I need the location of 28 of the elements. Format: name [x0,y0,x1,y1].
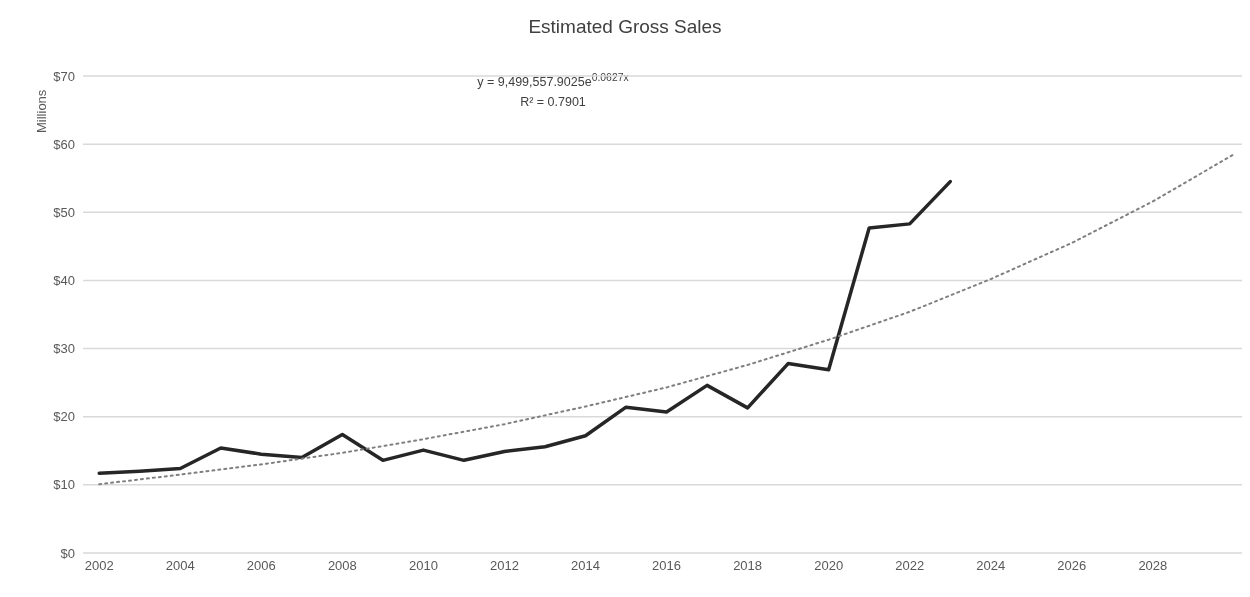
x-tick-label: 2010 [408,558,438,574]
line-series [98,153,1235,486]
y-tick-label: $40 [53,273,75,289]
x-tick-label: 2008 [327,558,357,574]
y-tick-label: $0 [60,545,75,561]
y-tick-label: $70 [53,68,75,84]
annotation: y = 9,499,557.9025e$^{0.0627x}$ [476,71,630,92]
x-tick-label: 2024 [976,558,1006,574]
y-axis-title: Millions [34,89,49,133]
annotation: R² = 0.7901 [519,94,587,112]
x-tick-label: 2004 [165,558,195,574]
x-tick-label: 2006 [246,558,276,574]
y-tick-label: $20 [53,409,75,425]
x-tick-label: 2022 [895,558,925,574]
x-tick-label: 2012 [489,558,519,574]
y-tick-label: $60 [53,136,75,152]
y-tick-label: $10 [53,477,75,493]
line-series [97,179,952,476]
x-tick-label: 2028 [1138,558,1168,574]
x-tick-label: 2026 [1057,558,1087,574]
chart-title: Estimated Gross Sales [527,16,723,38]
x-tick-label: 2002 [84,558,114,574]
y-tick-label: $30 [53,341,75,357]
y-tick-label: $50 [53,204,75,220]
x-tick-label: 2014 [571,558,600,574]
x-tick-label: 2018 [733,558,763,574]
x-tick-label: 2020 [814,558,844,574]
x-tick-label: 2016 [652,558,682,574]
